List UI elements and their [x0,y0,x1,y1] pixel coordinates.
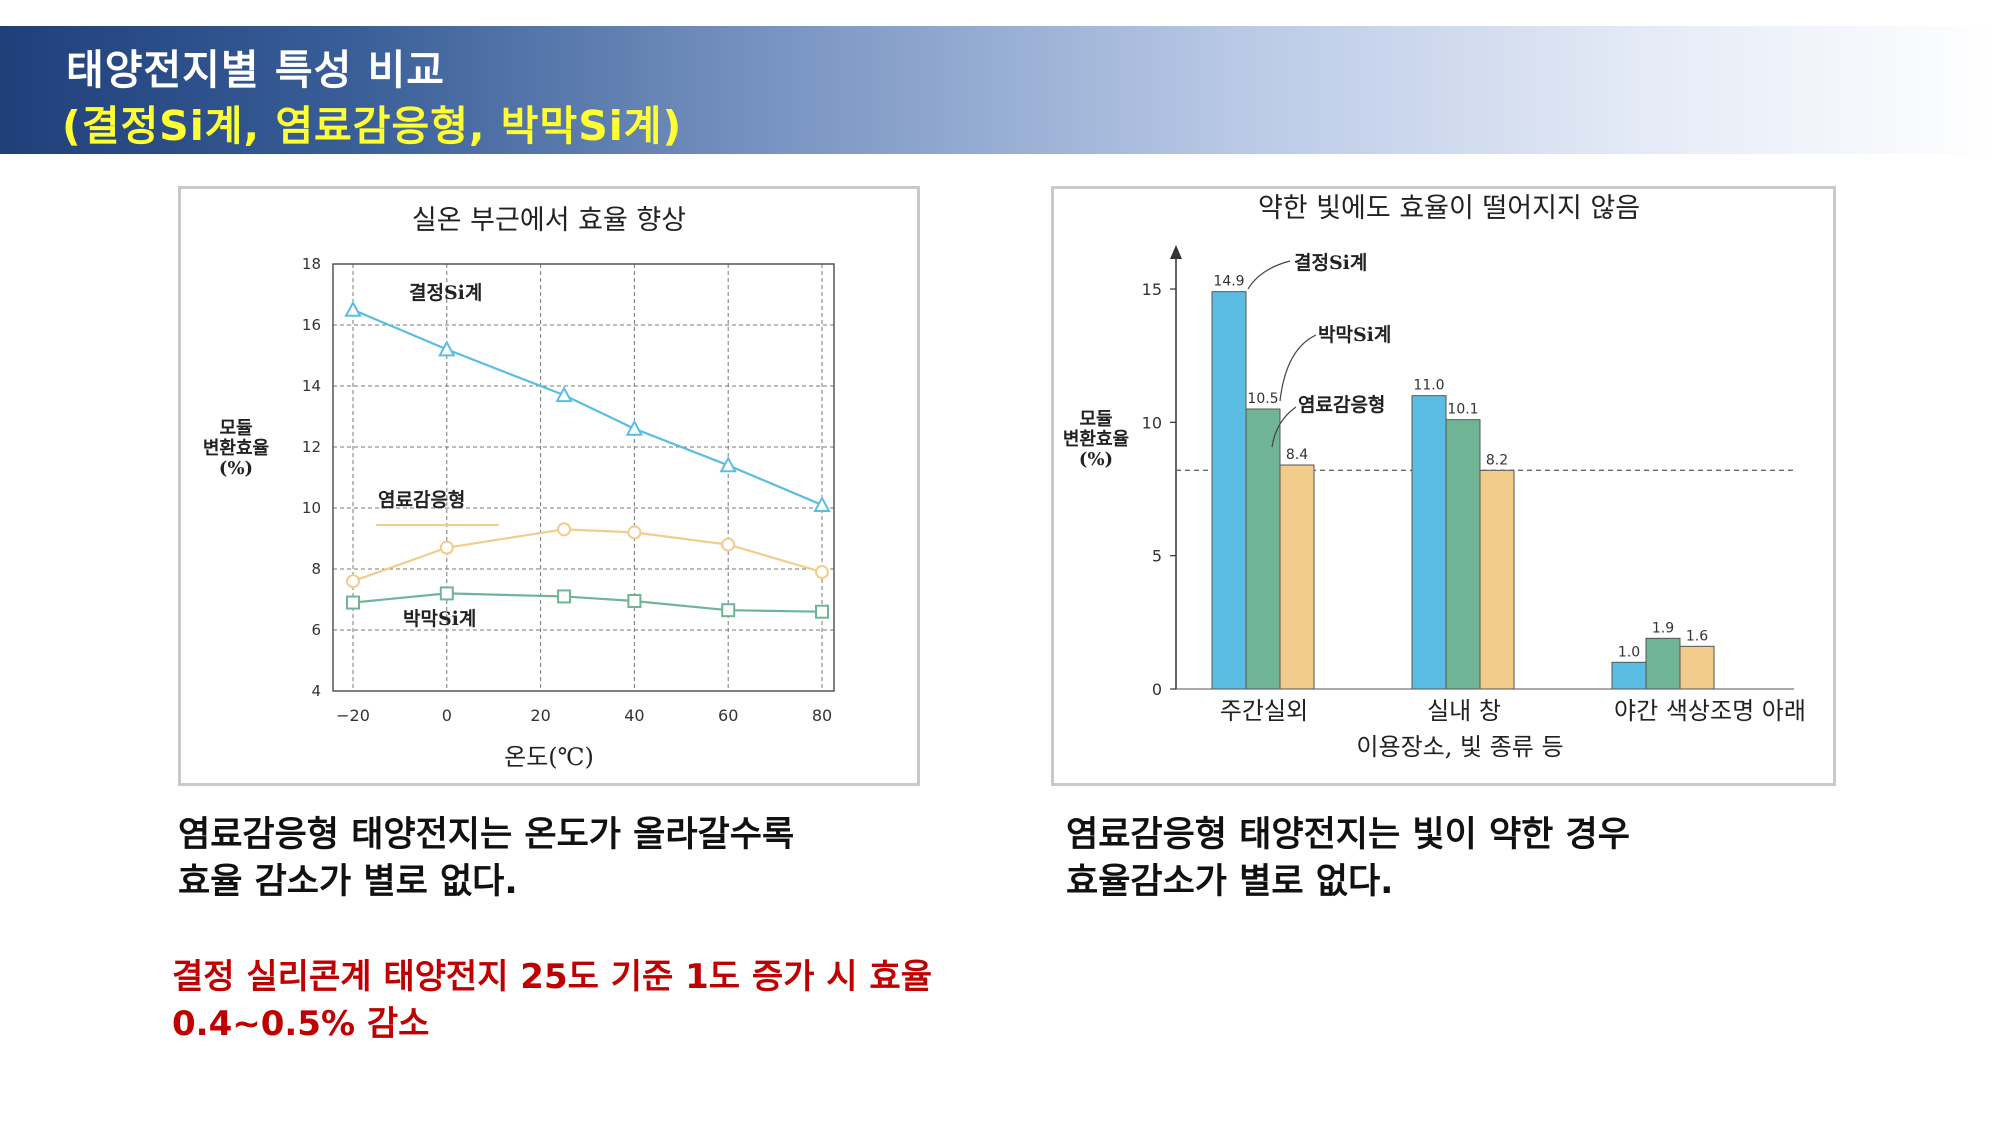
plot-frame [332,263,835,692]
x-tick-label: 40 [624,706,644,725]
y-tick-label: 6 [311,621,321,639]
y-axis-label: 변환효율 [1063,428,1129,450]
y-axis-label: (%) [1079,449,1113,470]
series-line [352,592,823,613]
light-chart-panel: 약한 빛에도 효율이 떨어지지 않음 0 5 10 15 모듈 변환효율 (%) 14.9 10.… [1051,186,1836,786]
series-callout-line [1271,406,1297,448]
y-tick-label: 5 [1152,547,1162,566]
data-point [555,386,573,403]
caption-left: 염료감응형 태양전지는 온도가 올라갈수록 효율 감소가 별로 없다. [178,812,794,906]
y-axis-arrow [1170,245,1182,259]
chart-title: 실온 부근에서 효율 향상 [412,205,686,236]
bar-value-label: 8.4 [1286,447,1308,463]
x-tick-label: −20 [336,706,370,725]
x-axis-label: 이용장소, 빛 종류 등 [1356,733,1563,761]
data-point [557,589,572,604]
y-tick-label: 10 [1142,413,1162,432]
data-point [721,537,736,552]
data-point [815,565,829,580]
data-point [346,574,360,589]
y-tick-label: 12 [302,438,321,456]
y-tick-label: 14 [302,377,321,395]
data-point [815,604,829,619]
bar-value-label: 14.9 [1213,274,1244,290]
caption-right-line1: 염료감응형 태양전지는 빛이 약한 경우 [1066,815,1630,855]
header-band [0,26,2000,154]
y-tick-label: 10 [302,499,321,517]
caption-left-line2: 효율 감소가 별로 없다. [178,862,518,902]
data-point [344,300,362,317]
bar-value-label: 1.0 [1618,644,1640,660]
bar [1279,464,1315,690]
data-point [439,586,454,601]
series-callout-line [1247,260,1291,290]
caption-right-line2: 효율감소가 별로 없다. [1066,862,1394,902]
bar [1479,469,1515,690]
efficiency-note-line2: 0.4~0.5% 감소 [172,1004,430,1044]
series-label: 결정Si계 [1294,252,1367,274]
y-axis-label: 모듈 [1079,409,1112,430]
data-point [813,495,831,512]
caption-left-line1: 염료감응형 태양전지는 온도가 올라갈수록 [178,815,795,855]
data-point [627,594,642,609]
category-label: 주간실외 [1220,697,1308,725]
data-point [625,419,644,436]
bar [1645,637,1681,690]
y-tick-label: 18 [302,255,321,273]
series-callout-line [1279,334,1317,402]
temperature-chart-panel: 실온 부근에서 효율 향상 −20 0 20 40 60 80 4 6 8 10 12 14 16 18 온도… [178,186,920,786]
bar-value-label: 1.9 [1652,620,1674,636]
bar-value-label: 11.0 [1413,378,1444,394]
data-point [438,340,456,357]
bar [1245,408,1281,690]
x-axis-label: 온도(℃) [504,743,594,771]
data-point [627,525,642,540]
bar [1611,661,1647,690]
category-label: 야간 색상조명 아래 [1614,697,1806,725]
x-tick-label: 80 [812,706,832,725]
bar-value-label: 10.5 [1247,391,1278,407]
data-point [557,522,572,537]
y-axis-label: 변환효율 [203,437,269,459]
data-point [721,603,736,618]
y-tick-label: 8 [311,560,321,578]
y-axis-label: 모듈 [219,418,252,439]
slide-subtitle: (결정Si계, 염료감응형, 박막Si계) [62,102,683,150]
y-tick-label: 16 [302,316,321,334]
y-axis-label: (%) [219,458,253,479]
bar-value-label: 10.1 [1447,402,1478,418]
efficiency-note: 결정 실리콘계 태양전지 25도 기준 1도 증가 시 효율 0.4~0.5% … [172,954,932,1048]
data-point [346,595,360,610]
temperature-efficiency-chart: 실온 부근에서 효율 향상 −20 0 20 40 60 80 4 6 8 10 12 14 16 18 온도… [203,205,835,771]
series-label: 결정Si계 [409,282,482,304]
caption-right: 염료감응형 태양전지는 빛이 약한 경우 효율감소가 별로 없다. [1066,812,1630,906]
bar [1411,395,1447,690]
category-label: 실내 창 [1427,697,1501,725]
y-tick-label: 15 [1142,280,1162,299]
series-line [352,308,823,506]
series-label: 박막Si계 [1318,324,1391,346]
y-tick-label: 4 [311,682,321,700]
bar [1679,645,1715,690]
bar-value-label: 8.2 [1486,452,1508,468]
series-label: 염료감응형 [1298,394,1385,416]
y-tick-label: 0 [1152,680,1162,699]
x-tick-label: 60 [718,706,738,725]
slide-title: 태양전지별 특성 비교 [66,46,446,94]
series-label: 박막Si계 [403,608,476,630]
bar [1211,291,1247,690]
series-line [352,528,823,583]
bar-value-label: 1.6 [1686,628,1708,644]
chart-title: 약한 빛에도 효율이 떨어지지 않음 [1258,193,1640,224]
bar [1445,419,1481,690]
x-tick-label: 0 [442,706,452,725]
efficiency-note-line1: 결정 실리콘계 태양전지 25도 기준 1도 증가 시 효율 [172,957,932,997]
data-point [439,540,454,555]
series-label: 염료감응형 [378,489,465,511]
data-point [719,456,737,473]
x-tick-label: 20 [530,706,550,725]
